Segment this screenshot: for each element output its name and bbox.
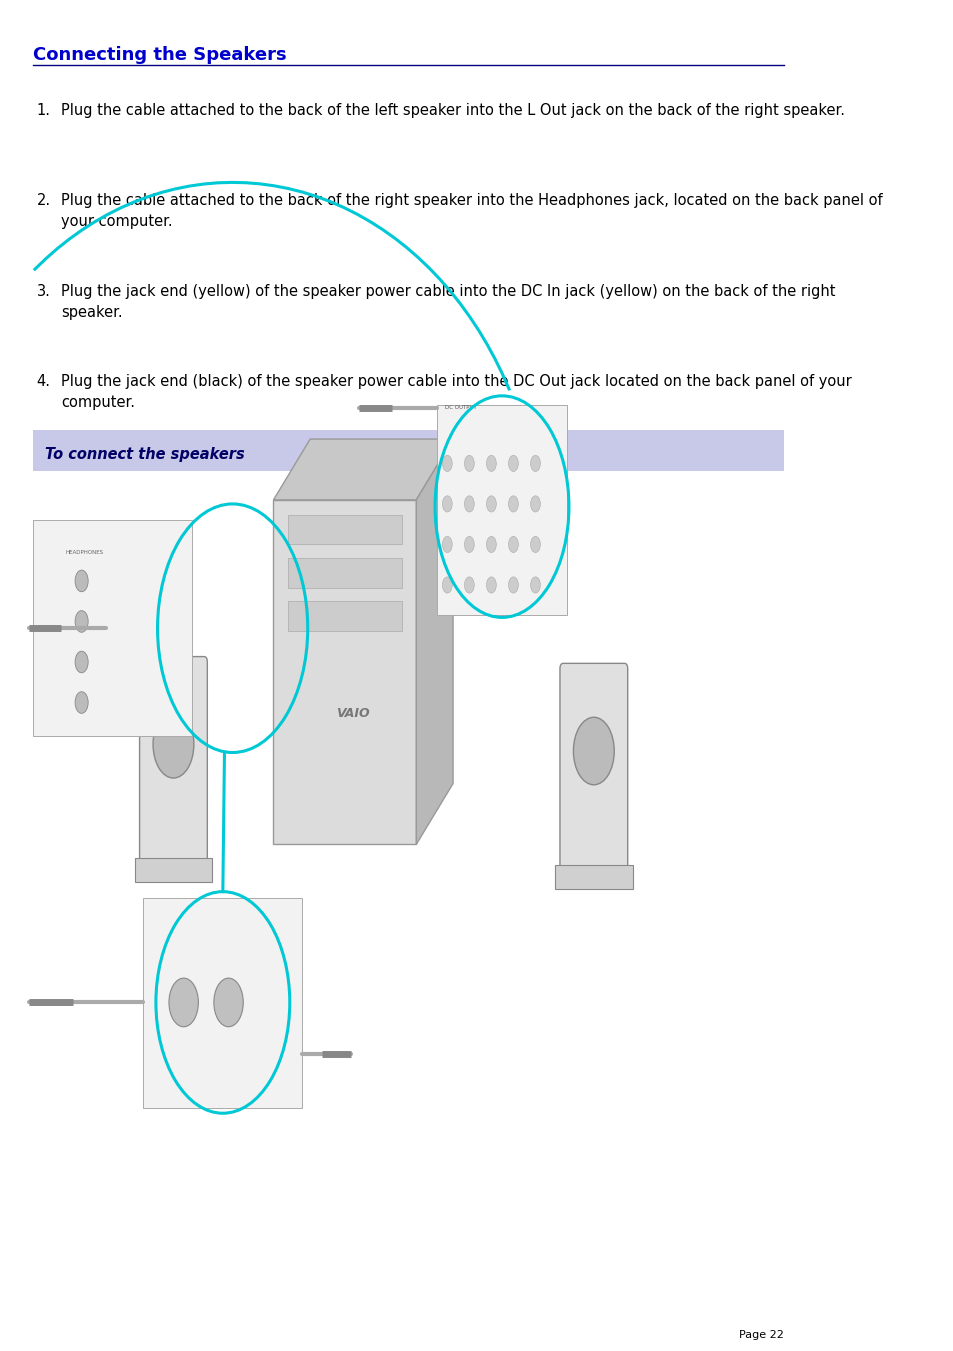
Circle shape <box>464 496 474 512</box>
Circle shape <box>464 577 474 593</box>
FancyBboxPatch shape <box>274 500 416 844</box>
FancyBboxPatch shape <box>436 405 567 615</box>
Text: To connect the speakers: To connect the speakers <box>45 447 244 462</box>
Text: Page 22: Page 22 <box>738 1331 782 1340</box>
Polygon shape <box>416 439 453 844</box>
Circle shape <box>530 577 539 593</box>
Circle shape <box>530 455 539 471</box>
Circle shape <box>508 577 517 593</box>
FancyBboxPatch shape <box>288 601 401 631</box>
Circle shape <box>442 455 452 471</box>
FancyBboxPatch shape <box>143 898 302 1108</box>
Circle shape <box>75 651 88 673</box>
Circle shape <box>152 711 193 778</box>
FancyBboxPatch shape <box>288 515 401 544</box>
Circle shape <box>442 577 452 593</box>
Circle shape <box>508 455 517 471</box>
Circle shape <box>573 717 614 785</box>
Circle shape <box>169 978 198 1027</box>
Text: HEADPHONES: HEADPHONES <box>65 550 103 555</box>
Text: VAIO: VAIO <box>335 707 370 720</box>
Circle shape <box>486 455 496 471</box>
FancyBboxPatch shape <box>32 520 192 736</box>
Circle shape <box>442 536 452 553</box>
FancyBboxPatch shape <box>134 858 212 882</box>
Circle shape <box>75 611 88 632</box>
FancyBboxPatch shape <box>288 558 401 588</box>
Circle shape <box>530 536 539 553</box>
Circle shape <box>508 536 517 553</box>
FancyBboxPatch shape <box>555 865 632 889</box>
Text: 2.: 2. <box>36 193 51 208</box>
Text: DC OUTPUT: DC OUTPUT <box>444 405 476 411</box>
Circle shape <box>486 536 496 553</box>
Text: Plug the cable attached to the back of the left speaker into the L Out jack on t: Plug the cable attached to the back of t… <box>61 103 844 118</box>
Circle shape <box>486 496 496 512</box>
Text: Plug the jack end (yellow) of the speaker power cable into the DC In jack (yello: Plug the jack end (yellow) of the speake… <box>61 284 835 320</box>
Text: 4.: 4. <box>36 374 51 389</box>
FancyBboxPatch shape <box>139 657 207 863</box>
FancyBboxPatch shape <box>559 663 627 870</box>
Polygon shape <box>274 439 453 500</box>
Circle shape <box>530 496 539 512</box>
Circle shape <box>464 455 474 471</box>
Text: 1.: 1. <box>36 103 51 118</box>
Circle shape <box>442 496 452 512</box>
Circle shape <box>75 692 88 713</box>
Circle shape <box>486 577 496 593</box>
Text: 3.: 3. <box>37 284 51 299</box>
Text: Connecting the Speakers: Connecting the Speakers <box>32 46 286 63</box>
FancyBboxPatch shape <box>32 430 782 471</box>
Circle shape <box>464 536 474 553</box>
Text: Plug the jack end (black) of the speaker power cable into the DC Out jack locate: Plug the jack end (black) of the speaker… <box>61 374 851 411</box>
Circle shape <box>508 496 517 512</box>
Circle shape <box>213 978 243 1027</box>
Text: Plug the cable attached to the back of the right speaker into the Headphones jac: Plug the cable attached to the back of t… <box>61 193 882 230</box>
Circle shape <box>75 570 88 592</box>
